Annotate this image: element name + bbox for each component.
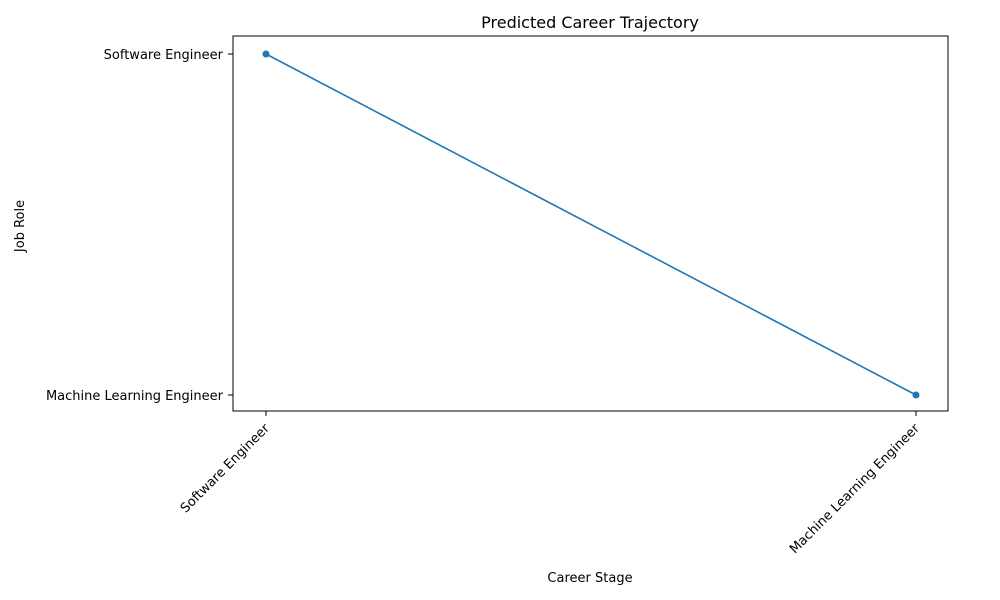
series-layer xyxy=(262,50,920,399)
y-tick-label: Machine Learning Engineer xyxy=(46,389,224,404)
series-line xyxy=(265,53,917,396)
y-tick-label: Software Engineer xyxy=(104,48,224,63)
y-axis-label: Job Role xyxy=(13,200,28,253)
x-axis-label: Career Stage xyxy=(547,571,632,586)
x-tick-label: Software Engineer xyxy=(178,421,273,516)
x-axis-ticks: Software Engineer Machine Learning Engine… xyxy=(178,411,923,557)
plot-area-frame xyxy=(232,35,949,412)
data-point xyxy=(262,50,270,58)
chart-title: Predicted Career Trajectory xyxy=(481,13,699,32)
x-tick-label: Machine Learning Engineer xyxy=(787,421,923,557)
y-axis-ticks: Machine Learning Engineer Software Engine… xyxy=(46,48,233,404)
data-point xyxy=(912,391,920,399)
